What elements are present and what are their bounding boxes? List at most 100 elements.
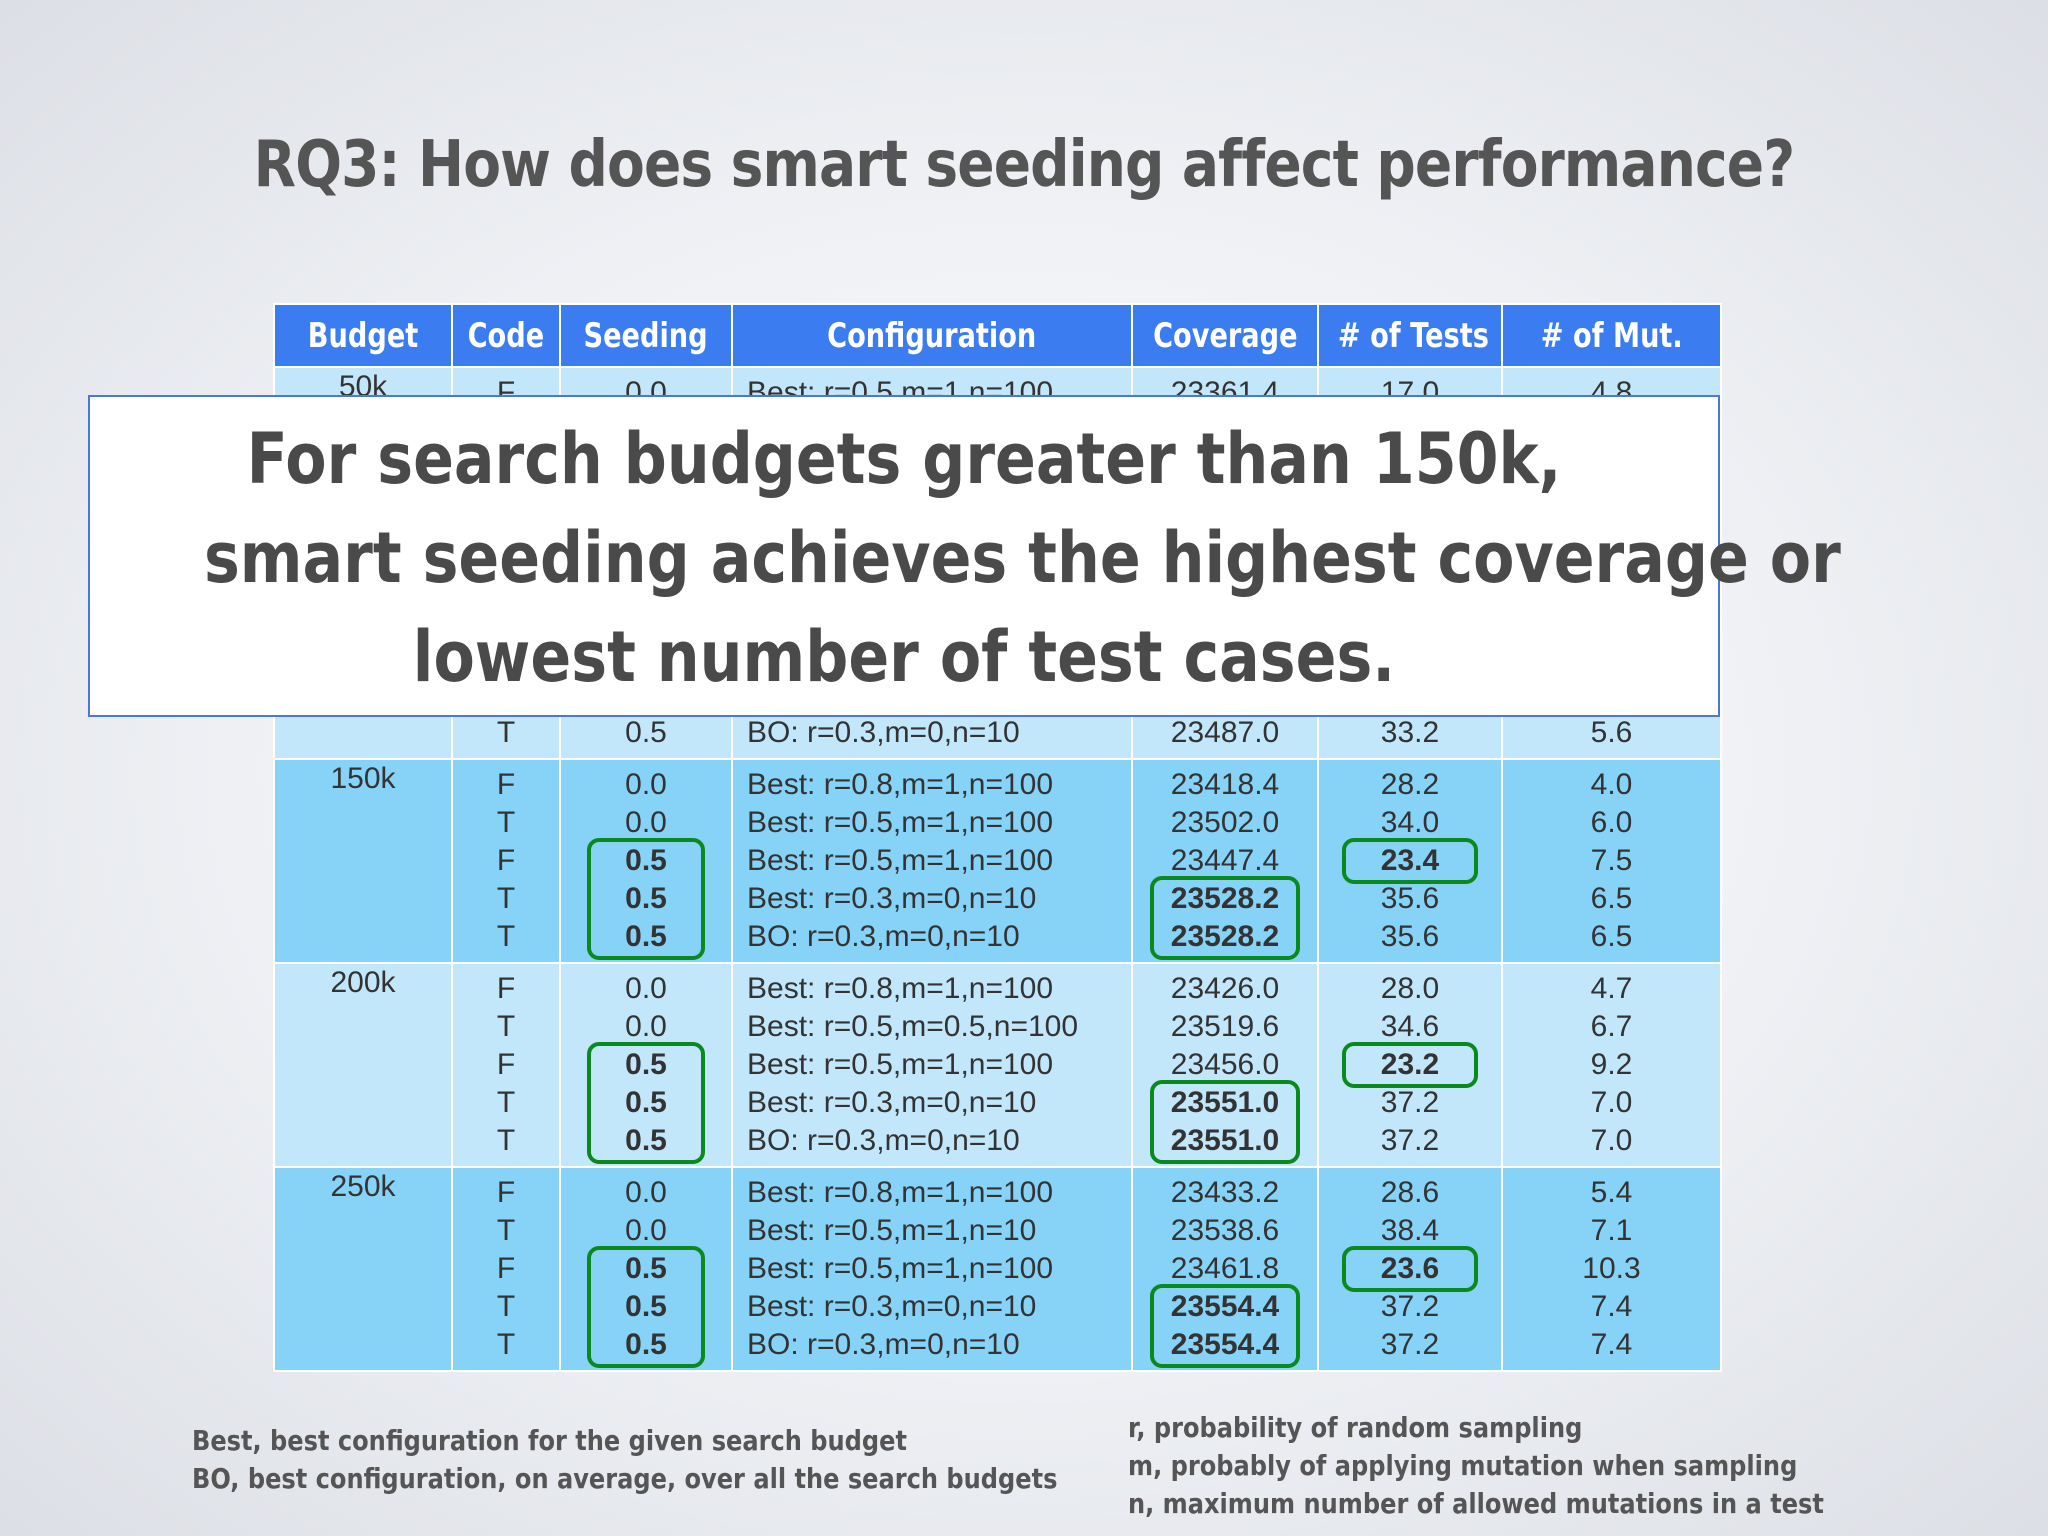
mutations-value: 5.4 xyxy=(1590,1176,1633,1209)
tests-value: 37.2 xyxy=(1380,1086,1440,1119)
configuration-value: Best: r=0.5,m=1,n=100 xyxy=(747,1252,1054,1285)
header-seeding: Seeding xyxy=(559,303,733,368)
tests-value: 28.0 xyxy=(1380,972,1440,1005)
mutations-value: 7.5 xyxy=(1590,844,1633,877)
seeding-value: 0.5 xyxy=(625,844,667,877)
configuration-value: BO: r=0.3,m=0,n=10 xyxy=(747,1328,1020,1361)
coverage-value: 23538.6 xyxy=(1170,1214,1280,1247)
tests-value: 37.2 xyxy=(1380,1124,1440,1157)
header-tests: # of Tests xyxy=(1317,303,1503,368)
code-value: T xyxy=(496,806,516,839)
tests-cell: 28.0 34.6 23.2 37.2 37.2 xyxy=(1317,962,1503,1168)
footnote-line: Best, best configuration for the given s… xyxy=(192,1424,907,1457)
coverage-value: 23426.0 xyxy=(1170,972,1280,1005)
coverage-cell: 23433.2 23538.6 23461.8 23554.4 23554.4 xyxy=(1131,1166,1319,1372)
configuration-cell: Best: r=0.8,m=1,n=100 Best: r=0.5,m=0.5,n… xyxy=(731,962,1133,1168)
code-value: F xyxy=(496,1176,516,1209)
mutations-value: 7.4 xyxy=(1590,1328,1633,1361)
tests-cell: 28.2 34.0 23.4 35.6 35.6 xyxy=(1317,758,1503,964)
coverage-highlight-box xyxy=(1150,1284,1300,1368)
mutations-value: 6.5 xyxy=(1590,882,1633,915)
seeding-value: 0.0 xyxy=(625,1176,667,1209)
budget-group: 250k F T F T T 0.0 0.0 0.5 0.5 0.5 Best: r=0.8,m=1,… xyxy=(273,1166,1722,1372)
coverage-value: 23551.0 xyxy=(1170,1086,1280,1119)
header-configuration: Configuration xyxy=(731,303,1133,368)
code-value: T xyxy=(496,920,516,953)
configuration-value: Best: r=0.3,m=0,n=10 xyxy=(747,1086,1037,1119)
tests-value: 37.2 xyxy=(1380,1328,1440,1361)
budget-group: 150k F T F T T 0.0 0.0 0.5 0.5 0.5 Best: r=0.8,m=1,… xyxy=(273,758,1722,964)
mutations-value: 7.0 xyxy=(1590,1086,1633,1119)
seeding-cell: 0.0 0.0 0.5 0.5 0.5 xyxy=(559,1166,733,1372)
mutations-value: 10.3 xyxy=(1582,1252,1641,1285)
footnote-line: r, probability of random sampling xyxy=(1128,1411,1583,1444)
code-value: T xyxy=(496,882,516,915)
mutations-value: 4.0 xyxy=(1590,768,1633,801)
seeding-value: 0.0 xyxy=(625,768,667,801)
tests-value: 28.6 xyxy=(1380,1176,1440,1209)
budget-group: 200k F T F T T 0.0 0.0 0.5 0.5 0.5 Best: r=0.8,m=1,… xyxy=(273,962,1722,1168)
tests-cell: 28.6 38.4 23.6 37.2 37.2 xyxy=(1317,1166,1503,1372)
mutations-value: 7.0 xyxy=(1590,1124,1633,1157)
coverage-highlight-box xyxy=(1150,1080,1300,1164)
code-value: F xyxy=(496,844,516,877)
configuration-cell: Best: r=0.8,m=1,n=100 Best: r=0.5,m=1,n=1… xyxy=(731,758,1133,964)
mutations-cell: 4.0 6.0 7.5 6.5 6.5 xyxy=(1501,758,1722,964)
configuration-value: Best: r=0.5,m=1,n=10 xyxy=(747,1214,1037,1247)
coverage-highlight-box xyxy=(1150,876,1300,960)
footnote-line: BO, best configuration, on average, over… xyxy=(192,1462,1058,1495)
seeding-value: 0.0 xyxy=(625,972,667,1005)
table-header-row: Budget Code Seeding Configuration Covera… xyxy=(273,303,1722,368)
header-budget: Budget xyxy=(273,303,453,368)
configuration-value: Best: r=0.3,m=0,n=10 xyxy=(747,1290,1037,1323)
tests-value: 35.6 xyxy=(1380,920,1440,953)
coverage-value: 23528.2 xyxy=(1170,882,1280,915)
mutations-value: 7.1 xyxy=(1590,1214,1633,1247)
coverage-value: 23461.8 xyxy=(1170,1252,1280,1285)
callout-line: For search budgets greater than 150k, xyxy=(246,418,1562,500)
mutations-value: 5.6 xyxy=(1590,716,1633,749)
seeding-value: 0.5 xyxy=(625,1252,667,1285)
seeding-cell: 0.0 0.0 0.5 0.5 0.5 xyxy=(559,758,733,964)
mutations-cell: 5.4 7.1 10.3 7.4 7.4 xyxy=(1501,1166,1722,1372)
tests-highlight-box xyxy=(1342,838,1478,884)
code-value: T xyxy=(496,1124,516,1157)
mutations-value: 6.7 xyxy=(1590,1010,1633,1043)
code-value: T xyxy=(496,1328,516,1361)
seeding-cell: 0.0 0.0 0.5 0.5 0.5 xyxy=(559,962,733,1168)
seeding-value: 0.5 xyxy=(625,1124,667,1157)
seeding-value: 0.0 xyxy=(625,806,667,839)
coverage-cell: 23426.0 23519.6 23456.0 23551.0 23551.0 xyxy=(1131,962,1319,1168)
seeding-value: 0.5 xyxy=(625,882,667,915)
seeding-value: 0.5 xyxy=(625,920,667,953)
seeding-value: 0.5 xyxy=(625,1048,667,1081)
table-row: 200k F T F T T 0.0 0.0 0.5 0.5 0.5 Best: r=0.8,m=1,… xyxy=(273,962,1722,1168)
seeding-highlight-box xyxy=(587,838,705,960)
configuration-value: Best: r=0.8,m=1,n=100 xyxy=(747,972,1054,1005)
header-code: Code xyxy=(451,303,561,368)
seeding-value: 0.5 xyxy=(625,1086,667,1119)
footnote-right: r, probability of random sampling m, pro… xyxy=(1128,1409,1824,1523)
tests-value: 23.2 xyxy=(1380,1048,1440,1081)
configuration-value: Best: r=0.5,m=1,n=100 xyxy=(747,844,1054,877)
callout-line: lowest number of test cases. xyxy=(412,616,1396,698)
callout-line: smart seeding achieves the highest cover… xyxy=(203,517,1841,599)
budget-cell: 250k xyxy=(273,1166,453,1372)
tests-value: 35.6 xyxy=(1380,882,1440,915)
footnote-line: m, probably of applying mutation when sa… xyxy=(1128,1449,1798,1482)
coverage-value: 23554.4 xyxy=(1170,1328,1280,1361)
coverage-value: 23502.0 xyxy=(1170,806,1280,839)
code-value: F xyxy=(496,972,516,1005)
coverage-value: 23554.4 xyxy=(1170,1290,1280,1323)
seeding-value: 0.0 xyxy=(625,1010,667,1043)
mutations-value: 6.5 xyxy=(1590,920,1633,953)
tests-value: 34.6 xyxy=(1380,1010,1440,1043)
tests-value: 38.4 xyxy=(1380,1214,1440,1247)
configuration-value: Best: r=0.5,m=1,n=100 xyxy=(747,806,1054,839)
seeding-value: 0.5 xyxy=(625,1328,667,1361)
footnote-left: Best, best configuration for the given s… xyxy=(192,1422,1057,1498)
coverage-value: 23528.2 xyxy=(1170,920,1280,953)
mutations-value: 7.4 xyxy=(1590,1290,1633,1323)
mutations-value: 4.7 xyxy=(1590,972,1633,1005)
configuration-value: Best: r=0.8,m=1,n=100 xyxy=(747,768,1054,801)
